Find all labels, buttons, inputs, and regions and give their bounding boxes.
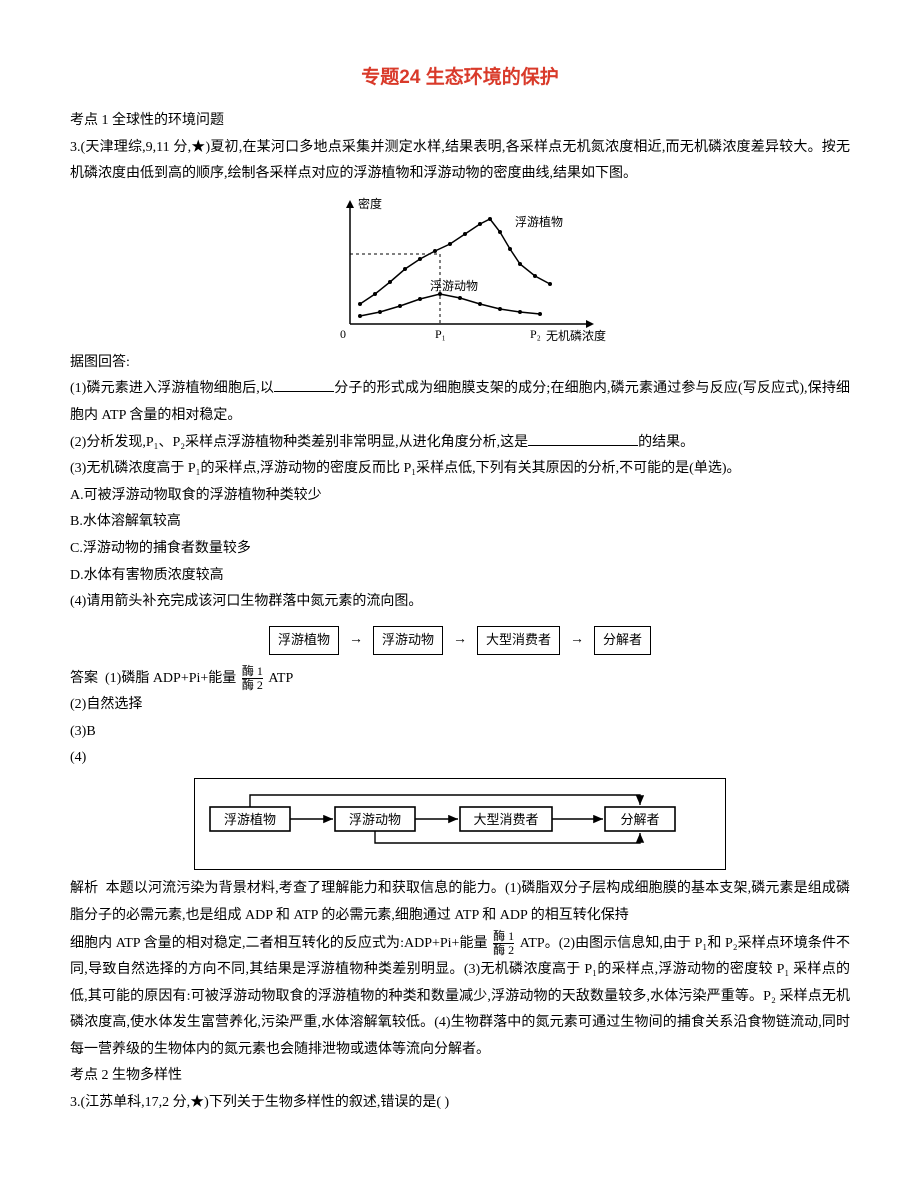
q3-2b: 的结果。 bbox=[638, 435, 694, 450]
enzyme-fraction-2: 酶 1酶 2 bbox=[493, 930, 514, 957]
flow-node-4: 分解者 bbox=[594, 626, 651, 655]
svg-text:大型消费者: 大型消费者 bbox=[473, 812, 538, 827]
q3-sub2: (2)分析发现,P₁、P₂采样点浮游植物种类差别非常明显,从进化角度分析,这是 的… bbox=[70, 430, 850, 457]
q3-2a: (2)分析发现,P₁、P₂采样点浮游植物种类差别非常明显,从进化角度分析,这是 bbox=[70, 435, 528, 450]
option-d: D.水体有害物质浓度较高 bbox=[70, 563, 850, 590]
answer-label: 答案 bbox=[70, 670, 98, 685]
q3-1a: (1)磷元素进入浮游植物细胞后,以 bbox=[70, 381, 274, 396]
svg-text:浮游植物: 浮游植物 bbox=[515, 214, 563, 229]
svg-text:P₁: P₁ bbox=[435, 327, 446, 341]
expl-2a: 细胞内 ATP 含量的相对稳定,二者相互转化的反应式为:ADP+Pi+能量 bbox=[70, 935, 488, 950]
topic2-q3: 3.(江苏单科,17,2 分,★)下列关于生物多样性的叙述,错误的是( ) bbox=[70, 1090, 850, 1117]
q3-sub1: (1)磷元素进入浮游植物细胞后,以分子的形式成为细胞膜支架的成分;在细胞内,磷元… bbox=[70, 376, 850, 429]
density-chart: 密度 无机磷浓度 0 P₁ P₂ 浮游植物 浮游动物 bbox=[310, 194, 610, 344]
topic-1-heading: 考点 1 全球性的环境问题 bbox=[70, 108, 850, 135]
expl-2b: ATP。(2)由图示信息知,由于 P₁和 P₂采样点环境条件不同,导致自然选择的… bbox=[70, 935, 850, 1056]
q3-sub3: (3)无机磷浓度高于 P₁的采样点,浮游动物的密度反而比 P₁采样点低,下列有关… bbox=[70, 456, 850, 483]
topic-2-heading: 考点 2 生物多样性 bbox=[70, 1063, 850, 1090]
flow-node-2: 浮游动物 bbox=[373, 626, 443, 655]
svg-text:浮游动物: 浮游动物 bbox=[430, 279, 478, 293]
arrow-icon: → bbox=[560, 627, 594, 654]
option-c: C.浮游动物的捕食者数量较多 bbox=[70, 536, 850, 563]
ans-1b: ATP bbox=[268, 670, 293, 685]
answer-line-4: (4) bbox=[70, 745, 850, 772]
q3-stem: 3.(天津理综,9,11 分,★)夏初,在某河口多地点采集并测定水样,结果表明,… bbox=[70, 135, 850, 188]
expl-1: 本题以河流污染为背景材料,考查了理解能力和获取信息的能力。(1)磷脂双分子层构成… bbox=[70, 881, 850, 923]
svg-text:0: 0 bbox=[340, 327, 346, 341]
enzyme-fraction: 酶 1酶 2 bbox=[242, 665, 263, 692]
page-title: 专题24 生态环境的保护 bbox=[70, 60, 850, 96]
option-b: B.水体溶解氧较高 bbox=[70, 509, 850, 536]
ylabel-text: 密度 bbox=[358, 196, 382, 211]
arrow-icon: → bbox=[443, 627, 477, 654]
flow-diagram-2: 浮游植物 浮游动物 大型消费者 分解者 bbox=[194, 778, 726, 871]
prompt-text: 据图回答: bbox=[70, 350, 850, 377]
answer-line-2: (2)自然选择 bbox=[70, 692, 850, 719]
flow-diagram-1: 浮游植物 → 浮游动物 → 大型消费者 → 分解者 bbox=[220, 622, 700, 659]
explain-label: 解析 bbox=[70, 881, 98, 896]
flow-node-3: 大型消费者 bbox=[477, 626, 560, 655]
arrow-icon: → bbox=[339, 627, 373, 654]
flow-node-1: 浮游植物 bbox=[269, 626, 339, 655]
svg-text:P₂: P₂ bbox=[530, 327, 541, 341]
explain-para-2: 细胞内 ATP 含量的相对稳定,二者相互转化的反应式为:ADP+Pi+能量 酶 … bbox=[70, 930, 850, 1064]
svg-text:分解者: 分解者 bbox=[620, 812, 659, 827]
svg-text:浮游植物: 浮游植物 bbox=[224, 812, 276, 827]
explain-para-1: 解析 本题以河流污染为背景材料,考查了理解能力和获取信息的能力。(1)磷脂双分子… bbox=[70, 876, 850, 929]
option-a: A.可被浮游动物取食的浮游植物种类较少 bbox=[70, 483, 850, 510]
blank-1 bbox=[274, 377, 334, 392]
answer-line-3: (3)B bbox=[70, 719, 850, 746]
q3-sub4: (4)请用箭头补充完成该河口生物群落中氮元素的流向图。 bbox=[70, 589, 850, 616]
blank-2 bbox=[528, 431, 638, 446]
svg-text:浮游动物: 浮游动物 bbox=[349, 812, 401, 827]
answer-line-1: 答案 (1)磷脂 ADP+Pi+能量 酶 1酶 2 ATP bbox=[70, 665, 850, 693]
xlabel-text: 无机磷浓度 bbox=[546, 328, 606, 343]
ans-1a: (1)磷脂 ADP+Pi+能量 bbox=[105, 670, 236, 685]
